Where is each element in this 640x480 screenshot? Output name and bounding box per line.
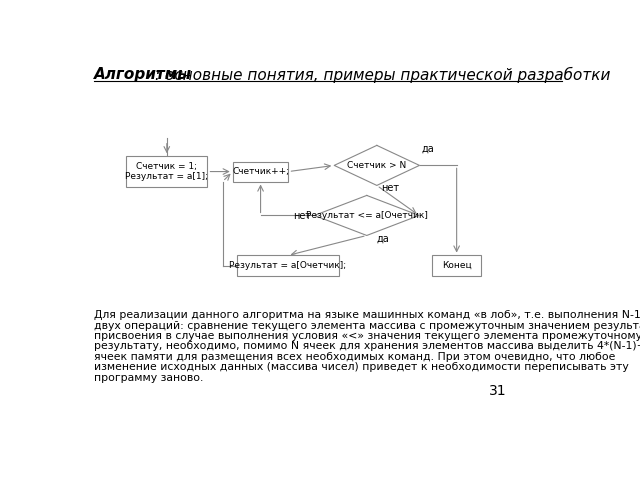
- Text: да: да: [422, 144, 435, 154]
- Text: Результат = a[Очетчик];: Результат = a[Очетчик];: [229, 261, 346, 270]
- Text: двух операций: сравнение текущего элемента массива с промежуточным значением рез: двух операций: сравнение текущего элемен…: [94, 321, 640, 331]
- Text: изменение исходных данных (массива чисел) приведет к необходимости переписывать : изменение исходных данных (массива чисел…: [94, 362, 628, 372]
- Text: Счетчик = 1;
Результат = a[1];: Счетчик = 1; Результат = a[1];: [125, 162, 208, 181]
- Text: Для реализации данного алгоритма на языке машинных команд «в лоб», т.е. выполнен: Для реализации данного алгоритма на язык…: [94, 310, 640, 320]
- Polygon shape: [334, 145, 419, 185]
- Text: да: да: [376, 234, 389, 244]
- Text: присвоения в случае выполнения условия «<» значения текущего элемента промежуточ: присвоения в случае выполнения условия «…: [94, 331, 640, 341]
- Text: ячеек памяти для размещения всех необходимых команд. При этом очевидно, что любо: ячеек памяти для размещения всех необход…: [94, 352, 615, 362]
- Polygon shape: [314, 195, 419, 236]
- Text: нет: нет: [292, 211, 311, 221]
- Bar: [126, 156, 207, 187]
- Bar: [233, 162, 289, 181]
- Text: Счетчик++;: Счетчик++;: [232, 167, 289, 176]
- Text: 31: 31: [489, 384, 507, 398]
- Bar: [432, 255, 481, 276]
- Bar: [237, 255, 339, 276]
- Text: Счетчик > N: Счетчик > N: [347, 161, 406, 170]
- Text: результату, необходимо, помимо N ячеек для хранения элементов массива выделить 4: результату, необходимо, помимо N ячеек д…: [94, 341, 640, 351]
- Text: Алгоритмы: Алгоритмы: [94, 67, 192, 82]
- Text: нет: нет: [381, 183, 399, 193]
- Text: программу заново.: программу заново.: [94, 372, 204, 383]
- Text: Конец: Конец: [442, 261, 472, 270]
- Text: Результат <= a[Очетчик]: Результат <= a[Очетчик]: [306, 211, 428, 220]
- Text: : основные понятия, примеры практической разработки: : основные понятия, примеры практической…: [155, 66, 611, 83]
